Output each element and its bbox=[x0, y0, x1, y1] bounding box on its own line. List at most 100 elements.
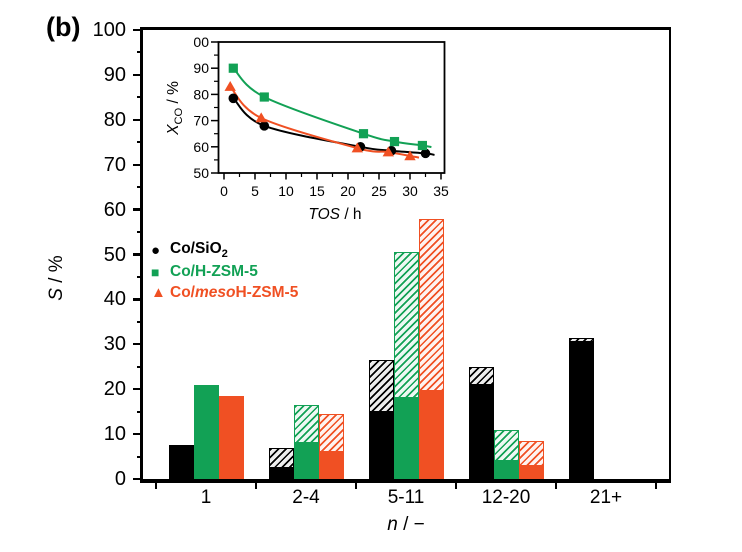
legend-item-co-h-zsm-5: ■ Co/H-ZSM-5 bbox=[151, 261, 298, 282]
y-axis-minor-tick bbox=[137, 96, 143, 99]
bar-hatched-co-mesoh-zsm-5 bbox=[418, 218, 444, 392]
circle-marker-icon: ● bbox=[151, 242, 161, 259]
inset-point-co-h-zsm-5 bbox=[358, 129, 369, 139]
inset-point-co-h-zsm-5 bbox=[417, 140, 427, 151]
inset-point-co-sio2 bbox=[228, 93, 239, 104]
inset-point-co-mesoh-zsm-5 bbox=[404, 150, 416, 161]
y-axis-tick-label: 40 bbox=[103, 288, 126, 311]
bar-solid-co-sio2 bbox=[568, 342, 594, 479]
bar-solid-co-mesoh-zsm-5 bbox=[518, 465, 544, 479]
inset-x-axis-label-symbol: TOS bbox=[308, 206, 341, 223]
square-marker-icon: ■ bbox=[151, 263, 160, 280]
y-axis-minor-tick bbox=[137, 51, 143, 54]
inset-y-tick-label: 60 bbox=[194, 139, 209, 155]
x-axis-tick bbox=[355, 483, 357, 489]
x-axis-category-label: 5-11 bbox=[387, 487, 425, 508]
bar-solid-co-mesoh-zsm-5 bbox=[318, 452, 344, 479]
bar-hatched-co-sio2 bbox=[568, 337, 594, 343]
legend-item-co-mesoh-zsm-5: ▲ Co/mesoH-ZSM-5 bbox=[151, 282, 298, 303]
main-y-axis-label: S / % bbox=[46, 218, 70, 338]
main-x-axis-label-units: / − bbox=[397, 514, 425, 535]
bar-solid-co-mesoh-zsm-5 bbox=[418, 391, 444, 479]
bar-hatched-co-h-zsm-5 bbox=[393, 252, 419, 399]
inset-y-tick-label: 100 bbox=[194, 34, 209, 50]
y-axis-major-tick bbox=[133, 163, 143, 166]
inset-y-tick-label: 80 bbox=[194, 86, 209, 102]
inset-point-co-h-zsm-5 bbox=[228, 63, 238, 73]
bar-solid-co-h-zsm-5 bbox=[293, 443, 319, 479]
y-axis-tick-label: 90 bbox=[103, 63, 126, 86]
triangle-marker-icon: ▲ bbox=[151, 284, 166, 301]
x-axis-category-label: 1 bbox=[200, 487, 212, 508]
x-axis-tick bbox=[555, 483, 557, 489]
bar-hatched-co-sio2 bbox=[268, 447, 294, 468]
y-axis-major-tick bbox=[133, 28, 143, 32]
y-axis-tick-label: 50 bbox=[103, 243, 126, 266]
inset-point-co-sio2 bbox=[420, 148, 431, 159]
inset-x-tick-label: 10 bbox=[278, 183, 294, 199]
inset-x-tick-label: 20 bbox=[340, 183, 356, 199]
y-axis-major-tick bbox=[133, 208, 143, 211]
inset-plot: 0 5 10 15 20 25 30 35 50 60 70 80 90 100 bbox=[194, 34, 449, 199]
inset-y-axis-label-symbol: X bbox=[165, 124, 182, 135]
y-axis-tick-label: 80 bbox=[103, 108, 126, 131]
bar-solid-co-h-zsm-5 bbox=[393, 398, 419, 479]
main-x-axis-label: n / − bbox=[346, 514, 466, 536]
y-axis-major-tick bbox=[133, 477, 143, 481]
x-axis-category-label: 21+ bbox=[589, 487, 623, 508]
inset-y-axis-label-units: / % bbox=[165, 81, 182, 108]
bar-solid-co-mesoh-zsm-5 bbox=[218, 395, 244, 479]
y-axis-major-tick bbox=[133, 253, 143, 256]
y-axis-tick-label: 60 bbox=[103, 198, 126, 221]
inset-x-axis-label-units: / h bbox=[340, 206, 362, 223]
bar-solid-co-h-zsm-5 bbox=[193, 384, 219, 479]
y-axis-tick-label: 30 bbox=[103, 333, 126, 356]
legend-label-co-mesoh-zsm-5: Co/mesoH-ZSM-5 bbox=[170, 283, 299, 301]
legend-item-co-sio2: ● Co/SiO2 bbox=[151, 240, 298, 261]
y-axis-minor-tick bbox=[137, 320, 143, 323]
y-axis-minor-tick bbox=[137, 455, 143, 458]
y-axis-tick-label: 20 bbox=[103, 378, 126, 401]
bar-hatched-co-h-zsm-5 bbox=[293, 404, 319, 444]
bar-hatched-co-mesoh-zsm-5 bbox=[318, 413, 344, 453]
inset-y-tick-label: 90 bbox=[194, 60, 209, 76]
inset-y-tick-label: 50 bbox=[194, 165, 209, 181]
y-axis-minor-tick bbox=[137, 141, 143, 144]
inset-x-tick-label: 35 bbox=[433, 183, 449, 199]
inset-x-tick-label: 15 bbox=[309, 183, 325, 199]
x-axis-category-label: 2-4 bbox=[292, 487, 320, 508]
y-axis-minor-tick bbox=[137, 186, 143, 189]
inset-x-tick-label: 5 bbox=[251, 183, 259, 199]
inset-point-co-mesoh-zsm-5 bbox=[351, 142, 363, 153]
bar-hatched-co-sio2 bbox=[468, 366, 494, 385]
x-axis-tick bbox=[455, 483, 457, 489]
bar-hatched-co-mesoh-zsm-5 bbox=[518, 440, 544, 466]
y-axis-major-tick bbox=[133, 298, 143, 301]
x-axis-tick bbox=[155, 483, 157, 489]
inset-y-axis-label-subscript: CO bbox=[173, 107, 186, 125]
inset-point-co-mesoh-zsm-5 bbox=[224, 80, 236, 91]
y-axis-minor-tick bbox=[137, 410, 143, 413]
legend: ● Co/SiO2 ■ Co/H-ZSM-5 ▲ Co/mesoH-ZSM-5 bbox=[151, 240, 298, 303]
y-axis-major-tick bbox=[133, 388, 143, 391]
y-axis-tick-label: 10 bbox=[103, 423, 126, 446]
y-axis-major-tick bbox=[133, 118, 143, 121]
inset-point-co-h-zsm-5 bbox=[389, 136, 400, 147]
legend-label-co-sio2: Co/SiO2 bbox=[170, 240, 228, 261]
bar-solid-co-sio2 bbox=[268, 467, 294, 479]
y-axis-major-tick bbox=[133, 432, 143, 436]
y-axis-tick-label: 100 bbox=[92, 19, 126, 41]
main-y-axis-label-units: / % bbox=[46, 255, 67, 289]
bar-solid-co-h-zsm-5 bbox=[493, 461, 519, 479]
inset-x-tick-label: 30 bbox=[402, 183, 418, 199]
main-x-axis-label-symbol: n bbox=[387, 514, 398, 535]
x-axis-tick bbox=[655, 483, 657, 489]
bar-hatched-co-h-zsm-5 bbox=[493, 429, 519, 462]
y-axis-tick-label: 70 bbox=[103, 153, 126, 176]
inset-point-co-h-zsm-5 bbox=[259, 92, 269, 102]
main-y-axis-label-symbol: S bbox=[46, 288, 67, 301]
y-axis-minor-tick bbox=[137, 275, 143, 278]
x-axis-category-label: 12-20 bbox=[481, 487, 531, 508]
inset-x-axis-label: TOS / h bbox=[275, 206, 395, 224]
